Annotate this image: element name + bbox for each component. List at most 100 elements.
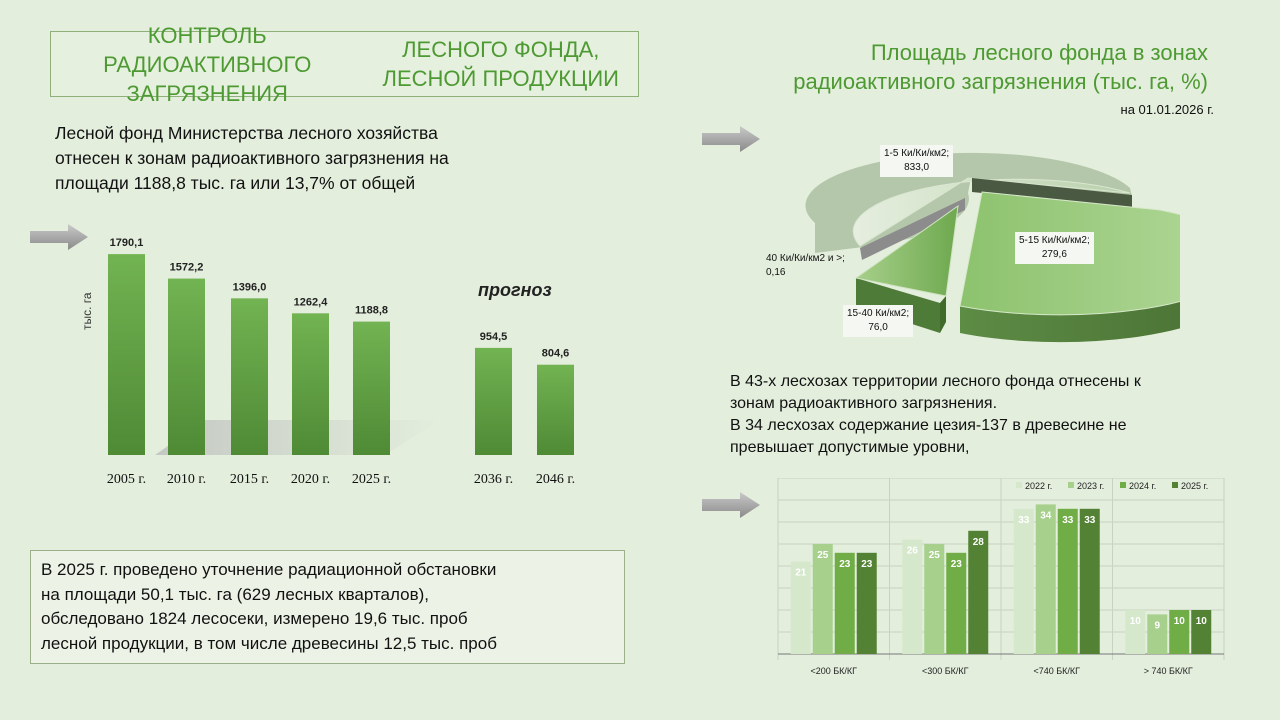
- bar: [790, 561, 811, 654]
- pie-label-40-plus-value: 0,16: [766, 267, 786, 278]
- bar: [946, 552, 967, 654]
- legend-swatch: [1172, 482, 1178, 488]
- intro-line-1: Лесной фонд Министерства лесного хозяйст…: [55, 123, 438, 143]
- pie-slice-1-5: [852, 177, 1131, 247]
- legend-swatch: [1068, 482, 1074, 488]
- bar-value-label: 1572,2: [170, 262, 204, 274]
- pie-label-5-15: 5-15 Ки/Ки/км2; 279,6: [1015, 232, 1094, 264]
- pie-label-15-40-name: 15-40 Ки/км2;: [847, 308, 910, 319]
- bar-category-label: 2015 г.: [230, 472, 269, 487]
- bar-value-label: 1262,4: [294, 296, 329, 308]
- bar-value-label: 34: [1040, 510, 1052, 521]
- bar: [1035, 504, 1056, 654]
- pie-label-15-40: 15-40 Ки/км2; 76,0: [843, 305, 914, 337]
- bar-value-label: 1790,1: [110, 237, 144, 249]
- pie-label-5-15-value: 279,6: [1041, 249, 1067, 260]
- bar: [1013, 508, 1034, 654]
- arrow-right-icon: [30, 224, 88, 250]
- bar-value-label: 1188,8: [355, 305, 388, 317]
- bar-category-label: 2020 г.: [291, 472, 330, 487]
- bar: [1147, 614, 1168, 654]
- bar-category-label: <300 БК/КГ: [922, 666, 969, 676]
- bar: [812, 544, 833, 654]
- legend-swatch: [1016, 482, 1022, 488]
- bar-value-label: 1396,0: [233, 281, 267, 293]
- survey-line-3: обследовано 1824 лесосеки, измерено 19,6…: [41, 609, 468, 628]
- bar: [924, 544, 945, 654]
- pie-title-line-2: радиоактивного загрязнения (тыс. га, %): [793, 69, 1208, 94]
- forecast-label: прогноз: [478, 280, 552, 300]
- pie-label-1-5-name: 1-5 Ки/Ки/км2;: [884, 148, 950, 159]
- bar: [856, 552, 877, 654]
- bar: [353, 321, 390, 455]
- bar-value-label: 23: [951, 559, 963, 570]
- bar-category-label: 2010 г.: [167, 472, 206, 487]
- pie-chart: [805, 152, 1180, 343]
- bar: [1191, 610, 1212, 654]
- intro-line-3: площади 1188,8 тыс. га или 13,7% от обще…: [55, 173, 416, 193]
- arrow-right-icon: [702, 126, 760, 152]
- forestry-info-text: В 43-х лесхозах территории лесного фонда…: [730, 371, 1230, 459]
- pie-slice-15-40: [940, 296, 946, 333]
- pie-title-line-1: Площадь лесного фонда в зонах: [870, 40, 1208, 65]
- bar-category-label: 2036 г.: [474, 472, 513, 487]
- intro-line-2: отнесен к зонам радиоактивного загрязнен…: [55, 148, 449, 168]
- bar-value-label: 23: [861, 559, 873, 570]
- area-bar-chart: 1790,1 2005 г. 1572,2 2010 г. 1396,0 2015 г. 1…: [107, 237, 575, 487]
- bar: [1125, 610, 1146, 654]
- bar-value-label: 28: [973, 537, 985, 548]
- bar-value-label: 33: [1084, 515, 1096, 526]
- bar-value-label: 33: [1062, 515, 1074, 526]
- pie-label-5-15-name: 5-15 Ки/Ки/км2;: [1019, 235, 1090, 246]
- pie-label-1-5: 1-5 Ки/Ки/км2; 833,0: [880, 145, 954, 177]
- bar: [108, 254, 145, 455]
- bar-category-label: 2025 г.: [352, 472, 391, 487]
- forestry-line-3: В 34 лесхозах содержание цезия-137 в дре…: [730, 417, 1127, 434]
- bar-category-label: 2005 г.: [107, 472, 146, 487]
- legend-swatch: [1120, 482, 1126, 488]
- bar-value-label: 23: [839, 559, 851, 570]
- bar-value-label: 26: [907, 546, 919, 557]
- pie-label-15-40-value: 76,0: [868, 322, 888, 333]
- forestry-line-2: зонам радиоактивного загрязнения.: [730, 395, 998, 412]
- bar-category-label: <740 БК/КГ: [1033, 666, 1080, 676]
- bar: [231, 298, 268, 455]
- bar-category-label: 2046 г.: [536, 472, 575, 487]
- bar-value-label: 21: [795, 568, 807, 579]
- bar: [292, 313, 329, 455]
- bar-category-label: <200 БК/КГ: [810, 666, 857, 676]
- bar: [834, 552, 855, 654]
- bar-value-label: 25: [817, 550, 829, 561]
- bar-value-label: 9: [1154, 620, 1160, 631]
- pie-slice-15-40: [854, 204, 959, 297]
- legend-label: 2023 г.: [1077, 481, 1104, 491]
- arrow-right-icon: [702, 492, 760, 518]
- bar: [1079, 508, 1100, 654]
- legend-label: 2024 г.: [1129, 481, 1156, 491]
- bar: [968, 530, 989, 654]
- bar: [1169, 610, 1190, 654]
- bar-value-label: 10: [1196, 616, 1208, 627]
- bar: [537, 364, 574, 455]
- bar: [168, 278, 205, 455]
- forestry-line-4: превышает допустимые уровни,: [730, 439, 970, 456]
- title-line-1: КОНТРОЛЬ РАДИОАКТИВНОГО ЗАГРЯЗНЕНИЯ: [103, 22, 312, 106]
- survey-line-4: лесной продукции, в том числе древесины …: [41, 633, 497, 653]
- survey-info-box: В 2025 г. проведено уточнение радиационн…: [30, 550, 625, 664]
- survey-line-1: В 2025 г. проведено уточнение радиационн…: [41, 560, 497, 579]
- pie-slice-40-plus: [972, 178, 1132, 208]
- bar-value-label: 10: [1130, 616, 1142, 627]
- bar-category-label: > 740 БК/КГ: [1144, 666, 1193, 676]
- pie-label-40-plus-name: 40 Ки/Ки/км2 и >;: [766, 253, 845, 264]
- cesium-bar-chart: 21 25 23 23 <200 БК/КГ 26 25 23 28 <300 БК/КГ 33 34…: [777, 478, 1225, 676]
- bar: [902, 539, 923, 654]
- bar: [475, 347, 512, 455]
- bar-value-label: 804,6: [542, 348, 570, 360]
- bar-value-label: 10: [1174, 616, 1186, 627]
- pie-label-1-5-value: 833,0: [904, 162, 930, 173]
- bar-value-label: 33: [1018, 515, 1030, 526]
- bar-value-label: 25: [929, 550, 941, 561]
- pie-chart-title: Площадь лесного фонда в зонах радиоактив…: [700, 38, 1208, 96]
- bar: [1057, 508, 1078, 654]
- title-line-2: ЛЕСНОГО ФОНДА, ЛЕСНОЙ ПРОДУКЦИИ: [382, 37, 619, 91]
